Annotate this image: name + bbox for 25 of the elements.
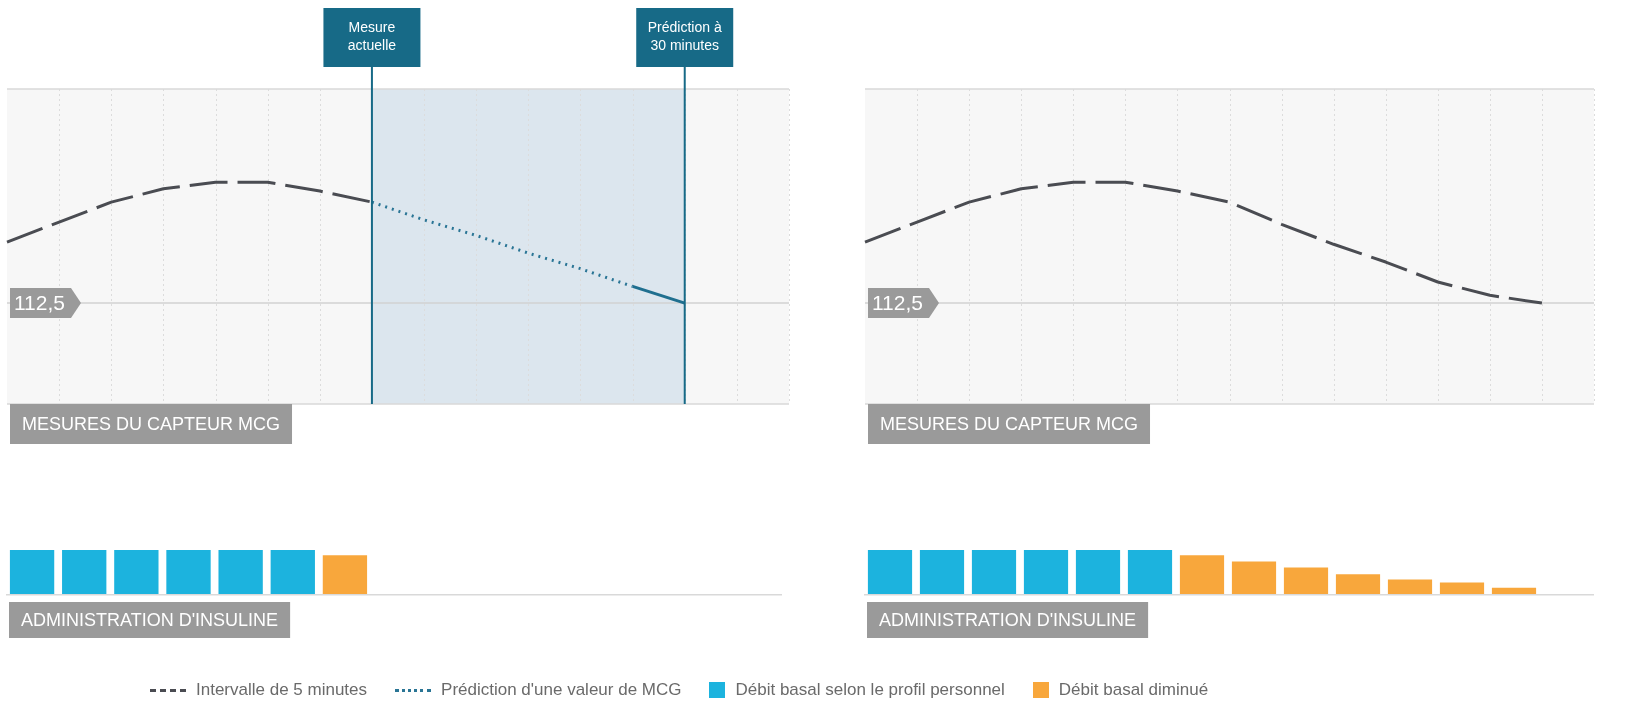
bar bbox=[1127, 550, 1173, 594]
bar bbox=[1023, 550, 1069, 594]
bar bbox=[867, 550, 913, 594]
bar bbox=[971, 550, 1017, 594]
bar bbox=[1075, 550, 1121, 594]
text: Prédiction à 30 minutes bbox=[647, 19, 722, 54]
bar bbox=[1387, 579, 1433, 594]
x-axis-title: ADMINISTRATION D'INSULINE bbox=[879, 609, 1137, 630]
bar bbox=[1439, 582, 1485, 594]
bar bbox=[1231, 561, 1277, 594]
bar bbox=[1335, 574, 1381, 594]
x-axis-title: ADMINISTRATION D'INSULINE bbox=[21, 609, 279, 630]
text: Mesure actuelle bbox=[347, 19, 397, 54]
x-axis-title: MESURES DU CAPTEUR MCG bbox=[880, 413, 1139, 434]
text: Débit basal diminué bbox=[1058, 680, 1209, 700]
annotation: 112,5 bbox=[14, 290, 65, 314]
legend-label: Prédiction d'une valeur de MCG bbox=[441, 680, 682, 700]
x-axis-title: MESURES DU CAPTEUR MCG bbox=[22, 413, 281, 434]
bar bbox=[1491, 587, 1537, 594]
annotation: 112,5 bbox=[872, 290, 923, 314]
bar bbox=[1179, 555, 1225, 594]
legend-label: Intervalle de 5 minutes bbox=[196, 680, 368, 700]
bar bbox=[919, 550, 965, 594]
text: Débit basal selon le profil personnel bbox=[735, 680, 1005, 700]
bar bbox=[1283, 567, 1329, 594]
